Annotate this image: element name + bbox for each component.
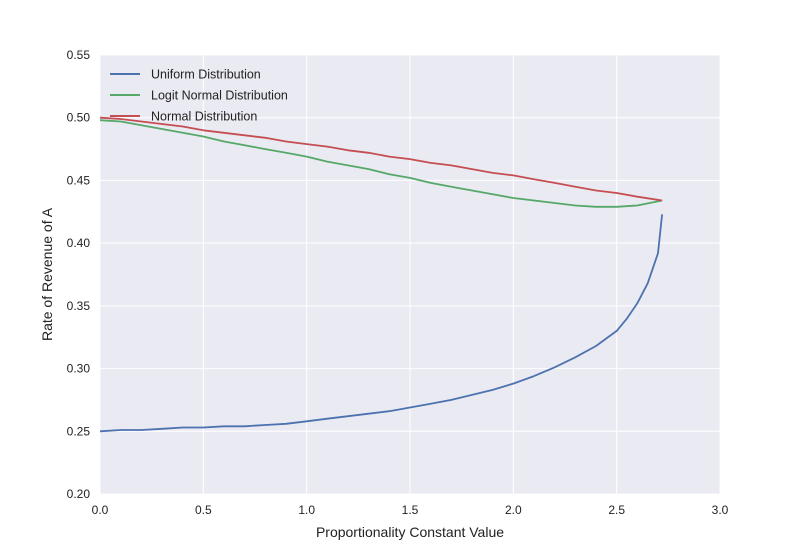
y-tick-label: 0.40 [67,236,91,250]
y-tick-label: 0.30 [67,362,91,376]
y-tick-label: 0.55 [67,48,91,62]
series-line-0 [99,214,663,433]
series-line-1 [99,119,663,208]
x-tick-label: 2.0 [505,503,522,517]
y-tick-label: 0.20 [67,487,91,501]
y-tick-label: 0.25 [67,424,91,438]
legend-label: Normal Distribution [151,110,257,124]
grid-lines [99,54,721,495]
y-tick-label: 0.50 [67,111,91,125]
y-tick-label: 0.45 [67,173,91,187]
series-line-2 [99,116,663,202]
series-lines [99,116,663,433]
x-axis-label: Proportionality Constant Value [316,524,504,540]
x-tick-label: 2.5 [608,503,625,517]
x-tick-label: 0.5 [195,503,212,517]
x-tick-label: 1.0 [298,503,315,517]
x-axis-ticks: 0.0 0.5 1.0 1.5 2.0 2.5 3.0 [92,503,729,517]
x-tick-label: 1.5 [402,503,419,517]
x-tick-label: 0.0 [92,503,109,517]
y-tick-label: 0.35 [67,299,91,313]
legend-label: Logit Normal Distribution [151,89,288,103]
y-axis-ticks: 0.20 0.25 0.30 0.35 0.40 0.45 0.50 0.55 [67,48,91,501]
legend-label: Uniform Distribution [151,68,261,82]
legend: Uniform Distribution Logit Normal Distrib… [110,68,288,124]
x-tick-label: 3.0 [712,503,729,517]
y-axis-label: Rate of Revenue of A [39,207,55,341]
